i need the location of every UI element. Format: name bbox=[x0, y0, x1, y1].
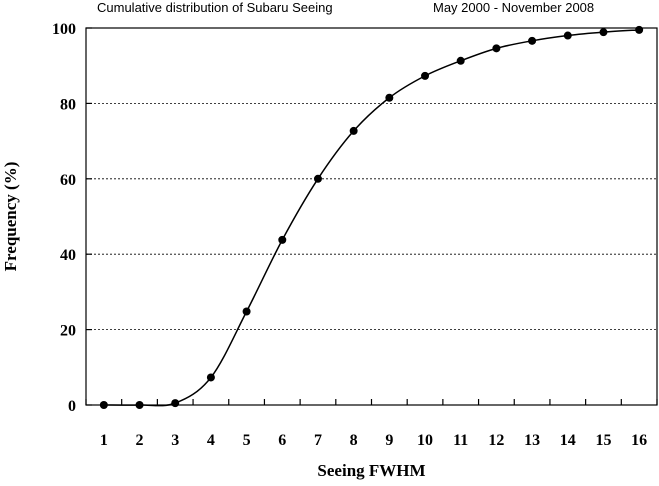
data-point bbox=[421, 71, 430, 80]
y-axis-label: Frequency (%) bbox=[1, 162, 20, 272]
y-tick-label: 60 bbox=[60, 172, 76, 189]
data-point bbox=[528, 36, 537, 45]
x-tick-label: 6 bbox=[278, 432, 286, 449]
y-tick-label: 0 bbox=[68, 398, 76, 415]
data-point bbox=[563, 31, 572, 40]
x-tick-label: 2 bbox=[136, 432, 144, 449]
data-point bbox=[242, 307, 251, 316]
data-point bbox=[278, 235, 287, 244]
x-tick-label: 9 bbox=[385, 432, 393, 449]
x-axis: 1 2 3 4 5 6 7 8 9 10 11 12 13 14 15 16 bbox=[85, 399, 658, 449]
plot-area bbox=[85, 27, 658, 406]
data-point bbox=[135, 401, 144, 409]
x-tick-label: 12 bbox=[488, 432, 504, 449]
x-tick-label: 5 bbox=[243, 432, 251, 449]
chart-subtitle: May 2000 - November 2008 bbox=[433, 0, 594, 15]
data-point bbox=[313, 174, 322, 183]
chart-title: Cumulative distribution of Subaru Seeing bbox=[97, 0, 333, 15]
data-point bbox=[635, 25, 644, 34]
x-tick-label: 11 bbox=[453, 432, 468, 449]
data-point bbox=[99, 401, 108, 409]
y-axis: 0 20 40 60 80 100 bbox=[52, 21, 92, 415]
data-point bbox=[171, 399, 180, 408]
x-tick-label: 16 bbox=[631, 432, 647, 449]
data-point bbox=[206, 373, 215, 382]
x-tick-label: 3 bbox=[171, 432, 179, 449]
data-point bbox=[456, 56, 465, 65]
x-tick-label: 7 bbox=[314, 432, 322, 449]
series-line bbox=[103, 29, 640, 407]
x-tick-label: 4 bbox=[207, 432, 215, 449]
y-tick-label: 80 bbox=[60, 96, 76, 113]
x-tick-label: 14 bbox=[560, 432, 576, 449]
data-point bbox=[599, 28, 608, 37]
series-points bbox=[99, 25, 644, 409]
x-axis-label: Seeing FWHM bbox=[317, 461, 425, 480]
data-point bbox=[349, 126, 358, 135]
y-tick-label: 100 bbox=[52, 21, 76, 38]
x-tick-label: 1 bbox=[100, 432, 108, 449]
x-tick-label: 8 bbox=[350, 432, 358, 449]
y-tick-label: 20 bbox=[60, 323, 76, 340]
x-tick-label: 15 bbox=[595, 432, 611, 449]
data-point bbox=[385, 93, 394, 102]
grid-lines bbox=[86, 103, 657, 331]
x-tick-label: 10 bbox=[417, 432, 433, 449]
data-point bbox=[492, 44, 501, 53]
x-tick-label: 13 bbox=[524, 432, 540, 449]
y-tick-label: 40 bbox=[60, 247, 76, 264]
